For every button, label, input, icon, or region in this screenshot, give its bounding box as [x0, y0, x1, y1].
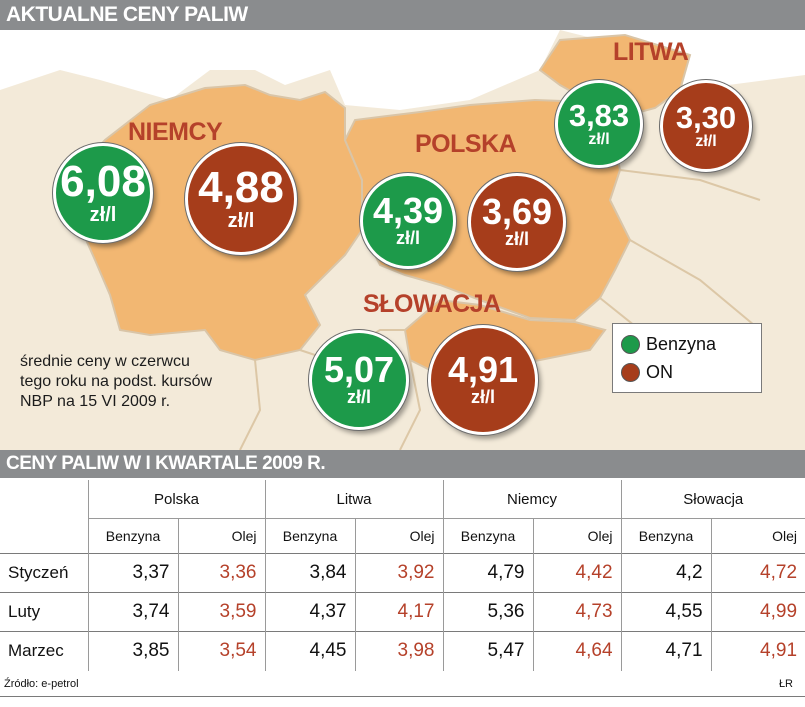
sea-area — [0, 30, 805, 110]
header-olej: Olej — [354, 518, 443, 554]
header-olej: Olej — [177, 518, 265, 554]
cell-benzyna: 4,79 — [442, 553, 533, 593]
country-label-lithuania: LITWA — [613, 38, 689, 66]
bubble-slovakia-benzyna: 5,07 zł/l — [309, 330, 409, 430]
cell-benzyna: 4,45 — [264, 631, 355, 671]
cell-olej: 4,17 — [354, 592, 443, 632]
cell-olej: 3,92 — [354, 553, 443, 593]
legend-item-benzyna: Benzyna — [621, 334, 716, 355]
cell-benzyna: 3,84 — [264, 553, 355, 593]
author-credit: ŁR — [778, 678, 793, 690]
cell-olej: 3,54 — [177, 631, 265, 671]
legend: Benzyna ON — [612, 323, 762, 393]
cell-benzyna: 4,55 — [620, 592, 712, 632]
price-unit: zł/l — [89, 204, 117, 226]
price-value: 3,83 — [568, 97, 630, 133]
cell-benzyna: 4,37 — [264, 592, 355, 632]
table-header-fuel: Benzyna Olej Benzyna Olej Benzyna Olej B… — [0, 518, 805, 554]
cell-benzyna: 3,85 — [87, 631, 178, 671]
price-unit: zł/l — [395, 228, 420, 249]
row-month: Marzec — [0, 631, 88, 671]
price-unit: zł/l — [588, 130, 610, 148]
price-value: 3,69 — [481, 191, 553, 233]
header-olej: Olej — [710, 518, 805, 554]
price-value: 4,91 — [447, 349, 519, 391]
header-benzyna: Benzyna — [620, 518, 712, 554]
row-month: Luty — [0, 592, 88, 632]
legend-label: ON — [646, 362, 673, 382]
bubble-lithuania-benzyna: 3,83 zł/l — [555, 80, 643, 168]
cell-olej: 3,36 — [177, 553, 265, 593]
price-unit: zł/l — [470, 387, 495, 408]
header-country: Polska — [87, 480, 265, 519]
country-label-germany: NIEMCY — [128, 118, 223, 146]
header-corner — [0, 480, 88, 519]
cell-benzyna: 4,71 — [620, 631, 712, 671]
header-benzyna: Benzyna — [264, 518, 355, 554]
cell-benzyna: 5,36 — [442, 592, 533, 632]
price-unit: zł/l — [695, 132, 717, 150]
header-country: Litwa — [264, 480, 443, 519]
header-country: Niemcy — [442, 480, 622, 519]
price-unit: zł/l — [504, 229, 529, 250]
table-row: Luty 3,74 3,59 4,37 4,17 5,36 4,73 4,55 … — [0, 592, 805, 632]
bubble-poland-on: 3,69 zł/l — [468, 173, 566, 271]
price-value: 6,08 — [60, 157, 146, 206]
price-unit: zł/l — [346, 387, 371, 408]
price-value: 4,39 — [372, 190, 444, 232]
cell-olej: 4,91 — [710, 631, 805, 671]
bubble-poland-benzyna: 4,39 zł/l — [360, 173, 456, 269]
footer-divider — [0, 696, 805, 697]
header-olej: Olej — [532, 518, 622, 554]
cell-olej: 4,42 — [532, 553, 622, 593]
table-title: CENY PALIW W I KWARTALE 2009 R. — [0, 450, 805, 478]
price-value: 4,88 — [198, 163, 284, 212]
legend-swatch-brown — [621, 363, 640, 382]
header-country: Słowacja — [620, 480, 805, 519]
price-table: Polska Litwa Niemcy Słowacja Benzyna Ole… — [0, 480, 805, 671]
cell-olej: 4,99 — [710, 592, 805, 632]
bubble-germany-benzyna: 6,08 zł/l — [53, 143, 153, 243]
cell-olej: 4,73 — [532, 592, 622, 632]
header-benzyna: Benzyna — [87, 518, 178, 554]
header-benzyna: Benzyna — [442, 518, 533, 554]
country-label-poland: POLSKA — [415, 130, 517, 158]
legend-label: Benzyna — [646, 334, 717, 354]
bubble-slovakia-on: 4,91 zł/l — [428, 325, 538, 435]
legend-item-on: ON — [621, 362, 673, 383]
price-value: 3,30 — [675, 99, 737, 135]
legend-swatch-green — [621, 335, 640, 354]
cell-benzyna: 3,74 — [87, 592, 178, 632]
country-label-slovakia: SŁOWACJA — [363, 290, 501, 318]
map-title: AKTUALNE CENY PALIW — [0, 0, 805, 30]
bubble-germany-on: 4,88 zł/l — [185, 143, 297, 255]
header-corner — [0, 519, 88, 554]
price-value: 5,07 — [323, 349, 395, 391]
row-month: Styczeń — [0, 553, 88, 593]
source-note: Źródło: e-petrol — [4, 678, 79, 690]
cell-olej: 3,98 — [354, 631, 443, 671]
table-row: Marzec 3,85 3,54 4,45 3,98 5,47 4,64 4,7… — [0, 631, 805, 671]
bubble-lithuania-on: 3,30 zł/l — [660, 80, 752, 172]
cell-olej: 4,64 — [532, 631, 622, 671]
cell-benzyna: 4,2 — [620, 553, 712, 593]
price-unit: zł/l — [227, 210, 255, 232]
cell-benzyna: 5,47 — [442, 631, 533, 671]
table-row: Styczeń 3,37 3,36 3,84 3,92 4,79 4,42 4,… — [0, 553, 805, 593]
fuel-price-map: NIEMCY POLSKA LITWA SŁOWACJA 6,08 zł/l 4… — [0, 30, 805, 450]
cell-olej: 4,72 — [710, 553, 805, 593]
price-note: średnie ceny w czerwcu tego roku na pods… — [20, 353, 213, 410]
cell-benzyna: 3,37 — [87, 553, 178, 593]
table-header-countries: Polska Litwa Niemcy Słowacja — [0, 480, 805, 519]
cell-olej: 3,59 — [177, 592, 265, 632]
